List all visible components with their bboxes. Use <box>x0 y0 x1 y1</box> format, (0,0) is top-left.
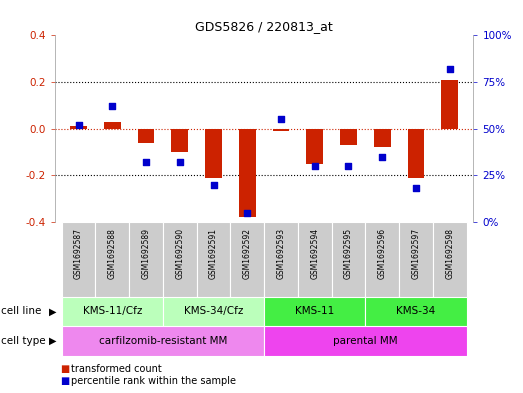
Bar <box>62 297 163 326</box>
Bar <box>340 129 357 145</box>
Text: transformed count: transformed count <box>71 364 162 375</box>
Text: cell type: cell type <box>1 336 46 346</box>
Text: GSM1692596: GSM1692596 <box>378 228 386 279</box>
Point <box>142 159 150 165</box>
Point <box>176 159 184 165</box>
Text: GSM1692592: GSM1692592 <box>243 228 252 279</box>
Text: GSM1692590: GSM1692590 <box>175 228 184 279</box>
Bar <box>441 80 458 129</box>
Bar <box>95 222 129 297</box>
Text: KMS-11/Cfz: KMS-11/Cfz <box>83 307 142 316</box>
Point <box>446 66 454 72</box>
Bar <box>239 129 256 217</box>
Point <box>209 182 218 188</box>
Bar <box>163 222 197 297</box>
Text: percentile rank within the sample: percentile rank within the sample <box>71 376 235 386</box>
Text: GSM1692597: GSM1692597 <box>412 228 420 279</box>
Title: GDS5826 / 220813_at: GDS5826 / 220813_at <box>195 20 333 33</box>
Bar <box>433 222 467 297</box>
Bar <box>332 222 366 297</box>
Point <box>311 163 319 169</box>
Text: carfilzomib-resistant MM: carfilzomib-resistant MM <box>99 336 227 346</box>
Text: ■: ■ <box>60 376 70 386</box>
Bar <box>205 129 222 178</box>
Point <box>74 122 83 128</box>
Text: ■: ■ <box>60 364 70 375</box>
Bar <box>272 129 289 131</box>
Bar <box>138 129 154 143</box>
Bar <box>104 122 121 129</box>
Point <box>108 103 117 109</box>
Text: GSM1692594: GSM1692594 <box>310 228 319 279</box>
Text: KMS-11: KMS-11 <box>295 307 334 316</box>
Text: GSM1692593: GSM1692593 <box>277 228 286 279</box>
Bar <box>230 222 264 297</box>
Bar <box>264 326 467 356</box>
Text: parental MM: parental MM <box>333 336 397 346</box>
Bar <box>374 129 391 147</box>
Bar <box>366 222 399 297</box>
Text: cell line: cell line <box>1 307 41 316</box>
Point <box>243 209 252 216</box>
Bar <box>264 222 298 297</box>
Point <box>378 154 386 160</box>
Bar <box>70 127 87 129</box>
Point <box>344 163 353 169</box>
Text: KMS-34/Cfz: KMS-34/Cfz <box>184 307 243 316</box>
Text: GSM1692588: GSM1692588 <box>108 228 117 279</box>
Bar <box>366 297 467 326</box>
Bar <box>264 297 366 326</box>
Text: GSM1692598: GSM1692598 <box>445 228 454 279</box>
Text: GSM1692589: GSM1692589 <box>142 228 151 279</box>
Bar <box>298 222 332 297</box>
Text: ▶: ▶ <box>49 307 56 316</box>
Bar <box>62 222 95 297</box>
Text: GSM1692595: GSM1692595 <box>344 228 353 279</box>
Bar <box>306 129 323 164</box>
Bar <box>407 129 424 178</box>
Bar <box>399 222 433 297</box>
Text: KMS-34: KMS-34 <box>396 307 436 316</box>
Text: GSM1692591: GSM1692591 <box>209 228 218 279</box>
Bar <box>163 297 264 326</box>
Bar <box>172 129 188 152</box>
Bar <box>197 222 230 297</box>
Text: GSM1692587: GSM1692587 <box>74 228 83 279</box>
Point <box>412 185 420 191</box>
Point <box>277 116 285 123</box>
Text: ▶: ▶ <box>49 336 56 346</box>
Bar <box>62 326 264 356</box>
Bar <box>129 222 163 297</box>
